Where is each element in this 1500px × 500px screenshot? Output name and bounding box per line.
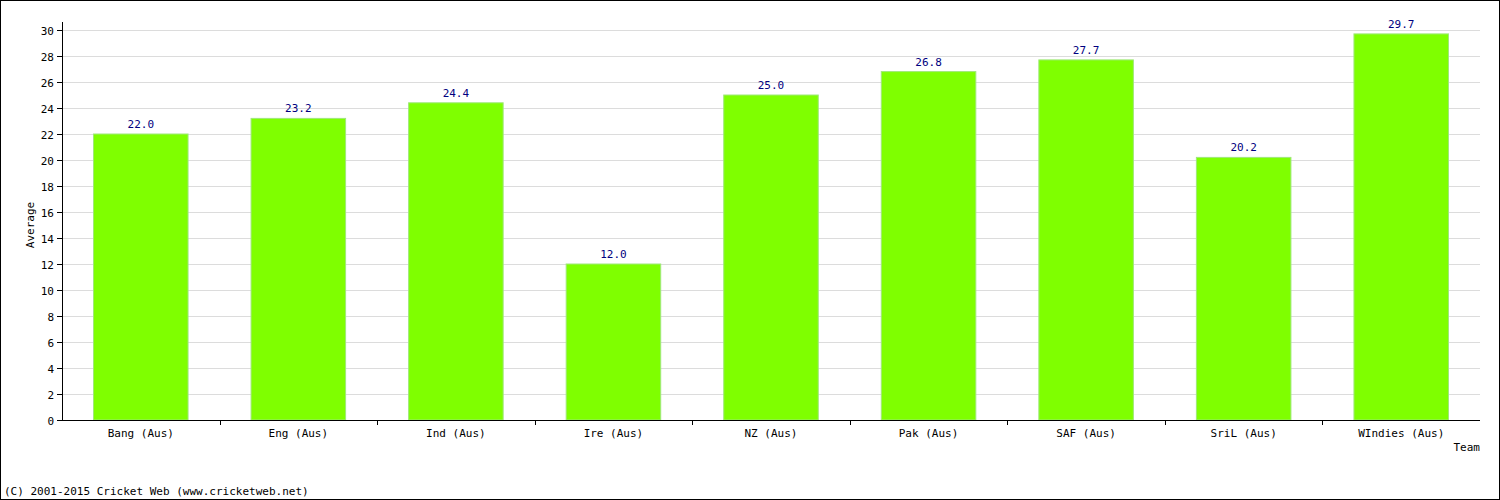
y-tick-label: 6 <box>47 337 54 350</box>
bar <box>1039 60 1134 420</box>
data-label: 22.0 <box>128 118 155 131</box>
data-label: 29.7 <box>1388 18 1415 31</box>
bar <box>1354 34 1449 420</box>
data-label: 24.4 <box>443 87 470 100</box>
chart: 02468101214161820222426283022.023.224.41… <box>0 0 1500 500</box>
y-tick-label: 2 <box>47 389 54 402</box>
y-tick <box>57 394 62 395</box>
y-tick-label: 10 <box>41 285 54 298</box>
x-separator <box>1165 420 1166 425</box>
y-tick-label: 24 <box>41 103 55 116</box>
bar <box>881 72 976 420</box>
x-separator <box>377 420 378 425</box>
y-tick-label: 28 <box>41 51 54 64</box>
x-tick-label: SriL (Aus) <box>1211 427 1277 440</box>
y-tick <box>57 368 62 369</box>
y-tick-label: 26 <box>41 77 54 90</box>
y-axis <box>62 22 63 420</box>
y-tick <box>57 160 62 161</box>
grid-line <box>62 56 1480 57</box>
bar <box>566 264 661 420</box>
bar <box>724 95 819 420</box>
y-tick-label: 0 <box>47 415 54 428</box>
y-tick-label: 18 <box>41 181 54 194</box>
data-label: 25.0 <box>758 79 785 92</box>
x-tick-label: Bang (Aus) <box>108 427 174 440</box>
y-tick <box>57 290 62 291</box>
data-label: 20.2 <box>1230 141 1257 154</box>
x-tick-label: Pak (Aus) <box>899 427 959 440</box>
bar <box>409 103 504 420</box>
data-label: 26.8 <box>915 56 942 69</box>
y-tick <box>57 134 62 135</box>
y-tick-label: 16 <box>41 207 54 220</box>
y-tick <box>57 420 62 421</box>
x-axis <box>62 420 1480 421</box>
y-tick <box>57 30 62 31</box>
y-tick <box>57 264 62 265</box>
bar <box>94 134 189 420</box>
x-tick-label: WIndies (Aus) <box>1358 427 1444 440</box>
x-separator <box>535 420 536 425</box>
y-tick <box>57 212 62 213</box>
y-tick-label: 8 <box>47 311 54 324</box>
x-separator <box>1007 420 1008 425</box>
bar <box>1196 157 1291 420</box>
y-tick-label: 20 <box>41 155 54 168</box>
x-tick-label: Ind (Aus) <box>426 427 486 440</box>
x-separator <box>692 420 693 425</box>
x-tick-label: Ire (Aus) <box>584 427 644 440</box>
annotation: (C) 2001-2015 Cricket Web (www.cricketwe… <box>4 485 309 498</box>
y-tick-label: 22 <box>41 129 54 142</box>
x-separator <box>850 420 851 425</box>
y-tick <box>57 56 62 57</box>
y-tick-label: 12 <box>41 259 54 272</box>
y-axis-label: Average <box>24 202 37 248</box>
data-label: 12.0 <box>600 248 627 261</box>
y-tick <box>57 82 62 83</box>
x-tick-label: SAF (Aus) <box>1056 427 1116 440</box>
y-tick <box>57 238 62 239</box>
y-tick <box>57 108 62 109</box>
x-tick-label: NZ (Aus) <box>745 427 798 440</box>
y-tick-label: 4 <box>47 363 54 376</box>
frame <box>1 1 1500 500</box>
bars <box>94 34 1449 420</box>
y-tick-label: 30 <box>41 25 54 38</box>
bar <box>251 118 346 420</box>
grid-line <box>62 420 1480 421</box>
x-axis-label: Team <box>1454 441 1481 454</box>
grid-line <box>62 30 1480 31</box>
x-tick-label: Eng (Aus) <box>269 427 329 440</box>
y-tick <box>57 342 62 343</box>
x-separator <box>220 420 221 425</box>
y-tick-label: 14 <box>41 233 55 246</box>
y-tick <box>57 186 62 187</box>
data-label: 23.2 <box>285 102 312 115</box>
data-label: 27.7 <box>1073 44 1100 57</box>
x-separator <box>1322 420 1323 425</box>
y-tick <box>57 316 62 317</box>
